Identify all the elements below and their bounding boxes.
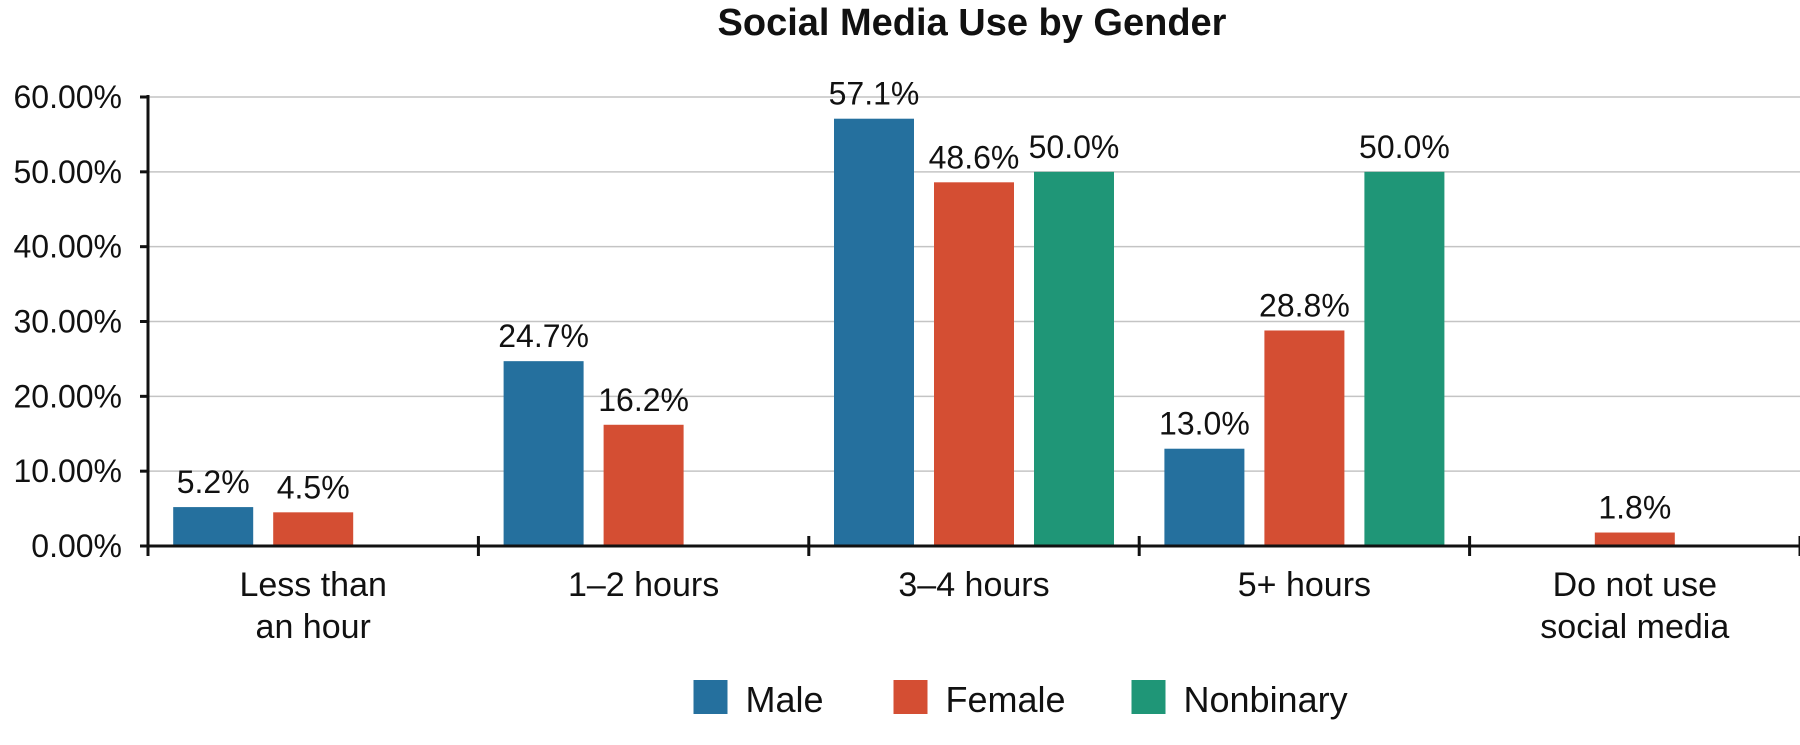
bar-female	[1594, 532, 1675, 546]
x-category-label-line: Less than	[239, 566, 386, 604]
axes-group: 0.00% 10.00% 20.00% 30.00% 40.00% 50.00% 60.00…	[13, 79, 1800, 646]
bar-nonbinary	[1034, 171, 1114, 547]
bar-female	[273, 512, 354, 546]
data-label: 4.5%	[277, 469, 350, 505]
y-tick-label: 50.00%	[13, 154, 122, 190]
data-label: 50.0%	[1029, 129, 1120, 165]
data-label: 16.2%	[598, 382, 689, 418]
bars-group: 5.2% 4.5%24.7%16.2%57.1%48.6% 50.0%13.0%28…	[173, 76, 1675, 547]
data-label: 57.1%	[829, 76, 920, 112]
y-tick-label: 20.00%	[13, 378, 122, 414]
x-category-label-line: social media	[1540, 608, 1729, 646]
data-label: 13.0%	[1159, 406, 1250, 442]
y-tick-label: 40.00%	[13, 229, 122, 265]
legend-label: Nonbinary	[1184, 679, 1348, 720]
x-category-label-line: 1–2 hours	[568, 566, 719, 604]
bar-female	[603, 424, 684, 546]
bar-female	[1264, 330, 1345, 546]
data-label: 50.0%	[1359, 129, 1450, 165]
bar-male	[503, 361, 584, 546]
x-category-label: 1–2 hours	[568, 566, 719, 604]
legend-swatch-nonbinary	[1131, 680, 1166, 714]
y-tick-label: 60.00%	[13, 79, 122, 115]
bar-male	[173, 507, 254, 546]
x-category-label-line: an hour	[256, 608, 371, 646]
y-tick-label: 10.00%	[13, 453, 122, 489]
data-label: 1.8%	[1598, 490, 1671, 526]
x-category-label: Do not use social media	[1540, 566, 1729, 646]
y-tick-label: 30.00%	[13, 304, 122, 340]
y-tick-label: 0.00%	[31, 528, 122, 564]
bar-female	[934, 182, 1014, 546]
bar-male	[1164, 448, 1245, 546]
bar-nonbinary	[1364, 171, 1445, 547]
x-category-label-line: 3–4 hours	[898, 566, 1049, 604]
legend-swatch-female	[893, 680, 928, 714]
chart-title: Social Media Use by Gender	[718, 2, 1227, 44]
legend-label: Female	[946, 679, 1066, 720]
data-label: 24.7%	[498, 318, 589, 354]
x-category-label-line: 5+ hours	[1238, 566, 1371, 604]
bar-male	[834, 118, 914, 547]
legend-swatch-male	[693, 680, 728, 714]
data-label: 28.8%	[1259, 287, 1350, 323]
x-category-label-line: Do not use	[1553, 566, 1717, 604]
x-category-label: 3–4 hours	[898, 566, 1049, 604]
data-label: 48.6%	[929, 139, 1020, 175]
legend: Male Female Nonbinary	[693, 679, 1348, 720]
data-label: 5.2%	[177, 464, 250, 500]
x-category-label: 5+ hours	[1238, 566, 1371, 604]
x-category-label: Less than an hour	[239, 566, 386, 646]
legend-label: Male	[746, 679, 824, 720]
